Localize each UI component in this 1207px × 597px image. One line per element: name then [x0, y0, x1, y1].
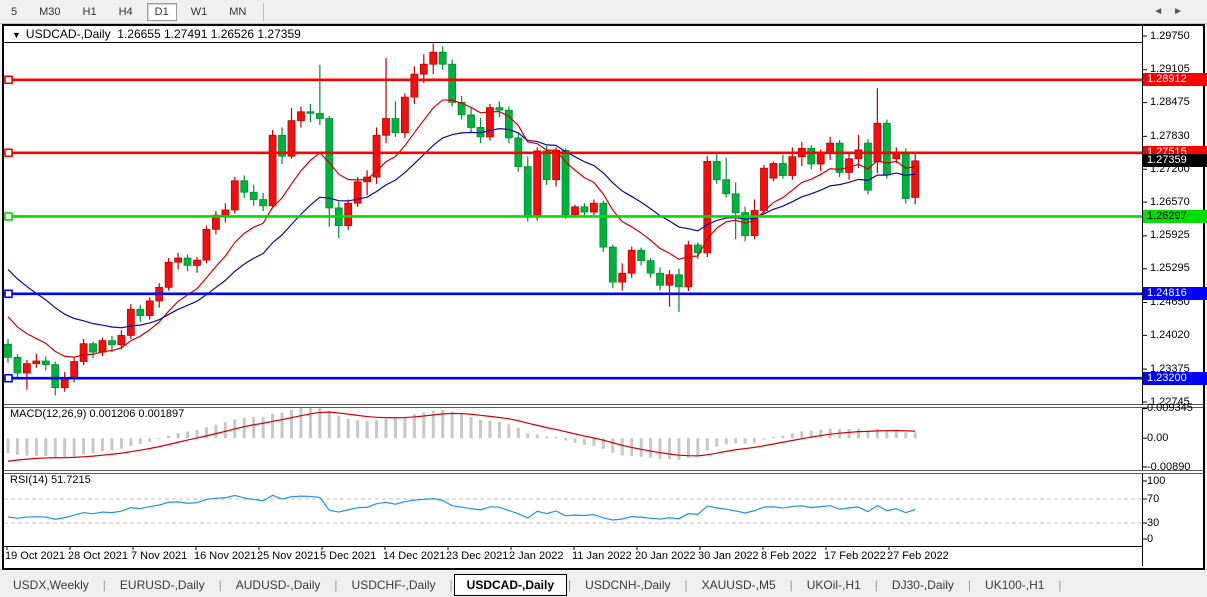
date-tick-label: 14 Dec 2021 — [383, 550, 446, 562]
rsi-axis-label: 70 — [1147, 492, 1160, 505]
price-axis-line — [1142, 26, 1143, 566]
tab-divider: | — [874, 577, 878, 592]
date-tick-label: 19 Oct 2021 — [5, 550, 65, 562]
price-flag-1.26297: 1.26297 — [1143, 209, 1207, 223]
price-tick-label: 1.27830 — [1150, 129, 1190, 142]
price-flag-1.23200: 1.23200 — [1143, 371, 1207, 385]
date-axis-line — [4, 546, 1142, 547]
timeframe-button-MN[interactable]: MN — [229, 5, 247, 18]
chart-symbol-label: USDCAD-,Daily — [25, 27, 111, 41]
chart-ohlc-readout: 1.26655 1.27491 1.26526 1.27359 — [117, 27, 301, 41]
date-tick-label: 28 Oct 2021 — [68, 550, 128, 562]
timeframe-button-H1[interactable]: H1 — [82, 5, 97, 18]
date-tick-label: 16 Nov 2021 — [194, 550, 257, 562]
timeframe-button-5[interactable]: 5 — [11, 5, 18, 18]
plot-top-border — [4, 42, 1142, 43]
rsi-axis-label: 0 — [1147, 532, 1154, 545]
tab-divider: | — [684, 577, 688, 592]
price-tick-label: 1.22745 — [1150, 395, 1190, 408]
tab-divider: | — [334, 577, 338, 592]
price-tick-label: 1.25925 — [1150, 229, 1190, 242]
date-tick-label: 17 Feb 2022 — [824, 550, 886, 562]
date-tick-label: 2 Jan 2022 — [509, 550, 564, 562]
timeframe-button-M30[interactable]: M30 — [39, 5, 61, 18]
tab-divider: | — [1058, 577, 1062, 592]
price-flag-1.24816: 1.24816 — [1143, 287, 1207, 301]
date-tick-label: 20 Jan 2022 — [635, 550, 696, 562]
tab-divider: | — [967, 577, 972, 592]
date-tick-label: 7 Nov 2021 — [131, 550, 188, 562]
date-tick-label: 11 Jan 2022 — [572, 550, 632, 562]
rsi-axis-label: 30 — [1147, 516, 1160, 529]
timeframe-button-H4[interactable]: H4 — [118, 5, 133, 18]
tab-divider: | — [218, 577, 222, 592]
timeframe-button-D1[interactable]: D1 — [146, 2, 177, 21]
date-tick-label: 30 Jan 2022 — [698, 550, 759, 562]
price-flag-1.28912: 1.28912 — [1143, 73, 1207, 87]
current-price-flag: 1.27359 — [1143, 154, 1207, 168]
date-tick-label: 23 Dec 2021 — [446, 550, 509, 562]
tab-divider: | — [789, 577, 793, 592]
macd-indicator-label: MACD(12,26,9) 0.001206 0.001897 — [10, 408, 185, 420]
symbol-tabbar: USDX,Weekly | EURUSD-,Daily | AUDUSD-,Daily |… — [0, 570, 1207, 597]
price-tick-label: 1.26570 — [1150, 195, 1190, 208]
tab-scroll-left-icon[interactable]: ◄ — [1153, 6, 1174, 17]
tab-scroll-right-icon[interactable]: ► — [1173, 6, 1193, 17]
macd-axis-label: -0.00890 — [1147, 460, 1191, 473]
dropdown-triangle-icon[interactable]: ▼ — [12, 30, 21, 40]
macd-axis-label: 0.00 — [1147, 431, 1169, 444]
tab-dj30-daily[interactable]: DJ30-,Daily — [891, 577, 954, 592]
tab-ukoil-h1[interactable]: UKOil-,H1 — [806, 577, 861, 592]
timeframe-button-W1[interactable]: W1 — [190, 5, 208, 18]
tab-usdcnh-daily[interactable]: USDCNH-,Daily — [585, 577, 671, 592]
timeframe-toolbar: 5 M30 H1 H4 D1 W1 MN — [0, 0, 1207, 24]
tab-eurusd-daily[interactable]: EURUSD-,Daily — [119, 577, 205, 592]
tab-audusd-daily[interactable]: AUDUSD-,Daily — [235, 577, 321, 592]
toolbar-separator — [263, 2, 265, 21]
panel-splitter-macd[interactable] — [4, 404, 1203, 408]
date-tick-label: 5 Dec 2021 — [320, 550, 377, 562]
tab-divider: | — [102, 577, 106, 592]
chart-title: ▼ USDCAD-,Daily 1.26655 1.27491 1.26526 1… — [12, 27, 301, 41]
tab-usdcad-daily[interactable]: USDCAD-,Daily — [453, 573, 568, 596]
panel-splitter-rsi[interactable] — [4, 470, 1203, 474]
price-tick-label: 1.29105 — [1150, 63, 1190, 76]
price-tick-label: 1.25295 — [1150, 262, 1190, 275]
rsi-axis-label: 100 — [1147, 474, 1166, 487]
tab-xauusd-m5[interactable]: XAUUSD-,M5 — [701, 577, 776, 592]
price-tick-label: 1.23375 — [1150, 362, 1190, 375]
chart-window — [2, 24, 1205, 570]
price-tick-label: 1.29750 — [1150, 29, 1190, 42]
rsi-indicator-label: RSI(14) 51.7215 — [10, 474, 91, 486]
tab-scroll-arrows[interactable]: ◄► — [1153, 6, 1193, 17]
macd-axis-label: 0.009345 — [1147, 402, 1193, 414]
tab-usdchf-daily[interactable]: USDCHF-,Daily — [351, 577, 436, 592]
date-tick-label: 27 Feb 2022 — [887, 550, 949, 562]
tab-uk100-h1[interactable]: UK100-,H1 — [985, 577, 1045, 592]
price-tick-label: 1.28475 — [1150, 96, 1190, 109]
tab-divider: | — [568, 577, 572, 592]
price-tick-label: 1.24020 — [1150, 328, 1190, 341]
tab-usdx-weekly[interactable]: USDX,Weekly — [13, 577, 89, 592]
date-tick-label: 8 Feb 2022 — [761, 550, 817, 562]
tab-divider: | — [449, 577, 453, 592]
date-tick-label: 25 Nov 2021 — [257, 550, 320, 562]
